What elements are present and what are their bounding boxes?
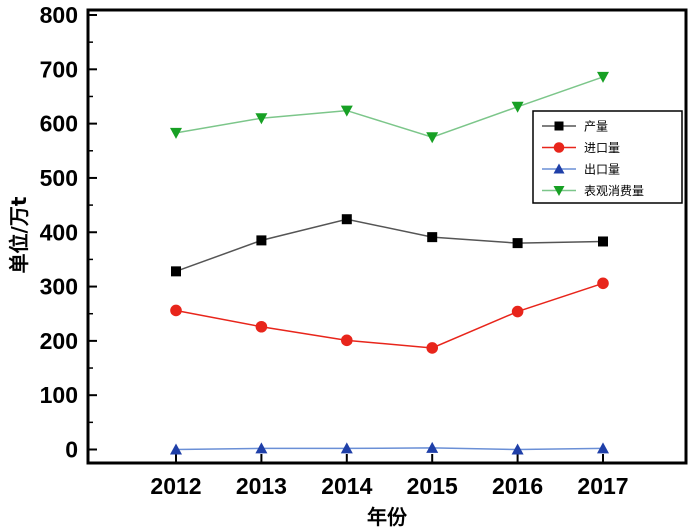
- x-tick-label: 2012: [150, 473, 201, 499]
- legend-label: 产量: [584, 120, 608, 134]
- data-point: [255, 442, 268, 454]
- legend-item: 产量: [542, 120, 608, 134]
- data-point: [170, 127, 182, 139]
- legend-label: 出口量: [584, 163, 620, 177]
- legend-marker: [553, 163, 565, 174]
- data-point: [170, 443, 182, 455]
- y-tick-label: 0: [65, 437, 78, 463]
- y-axis: 0 100 200 300 400 500 600 700 800: [40, 2, 97, 463]
- data-point: [426, 132, 439, 144]
- series-line: [175, 76, 604, 138]
- data-point: [426, 441, 439, 453]
- series-line: [175, 282, 604, 349]
- legend-label: 表观消费量: [584, 184, 644, 198]
- series-layer: [170, 71, 609, 455]
- data-point: [255, 320, 268, 333]
- data-point: [511, 443, 524, 455]
- data-point: [597, 71, 609, 83]
- y-tick-label: 100: [40, 382, 78, 408]
- series-line: [175, 218, 604, 273]
- legend-marker: [554, 121, 564, 131]
- legend-label: 进口量: [584, 141, 620, 155]
- legend-item: 表观消费量: [542, 184, 644, 198]
- y-tick-label: 700: [40, 56, 78, 82]
- data-point: [511, 101, 524, 113]
- legend-item: 进口量: [542, 141, 620, 155]
- data-point: [427, 232, 438, 243]
- data-point: [170, 304, 182, 317]
- y-tick-label: 800: [40, 2, 78, 28]
- series-line: [175, 447, 604, 451]
- x-axis: 2012 2013 2014 2015 2016 2017: [150, 454, 629, 499]
- data-point: [340, 442, 353, 454]
- legend-marker: [553, 142, 565, 153]
- series-0: [171, 214, 608, 277]
- y-tick-label: 200: [40, 328, 78, 354]
- data-point: [256, 235, 267, 246]
- x-tick-label: 2015: [407, 473, 458, 499]
- series-1: [170, 277, 609, 354]
- x-axis-title: 年份: [367, 505, 408, 529]
- data-point: [598, 236, 608, 247]
- series-3: [170, 71, 609, 144]
- y-tick-label: 400: [40, 219, 78, 245]
- series-2: [170, 441, 609, 455]
- data-point: [341, 334, 353, 347]
- data-point: [512, 238, 523, 249]
- legend-item: 出口量: [542, 163, 620, 177]
- data-point: [597, 442, 609, 454]
- data-point: [597, 277, 609, 290]
- legend-marker: [553, 186, 565, 196]
- x-tick-label: 2014: [321, 473, 372, 499]
- y-tick-label: 500: [40, 165, 78, 191]
- y-tick-label: 300: [40, 274, 78, 300]
- data-point: [341, 214, 352, 225]
- data-point: [171, 266, 181, 277]
- data-point: [511, 305, 524, 318]
- y-tick-label: 600: [40, 111, 78, 137]
- data-point: [255, 113, 268, 125]
- data-point: [426, 342, 439, 354]
- data-point: [340, 105, 353, 117]
- y-axis-title: 单位/万t: [7, 196, 31, 273]
- plot-frame: [86, 8, 688, 465]
- x-tick-label: 2016: [492, 473, 543, 499]
- x-tick-label: 2013: [236, 473, 287, 499]
- x-tick-label: 2017: [577, 473, 628, 499]
